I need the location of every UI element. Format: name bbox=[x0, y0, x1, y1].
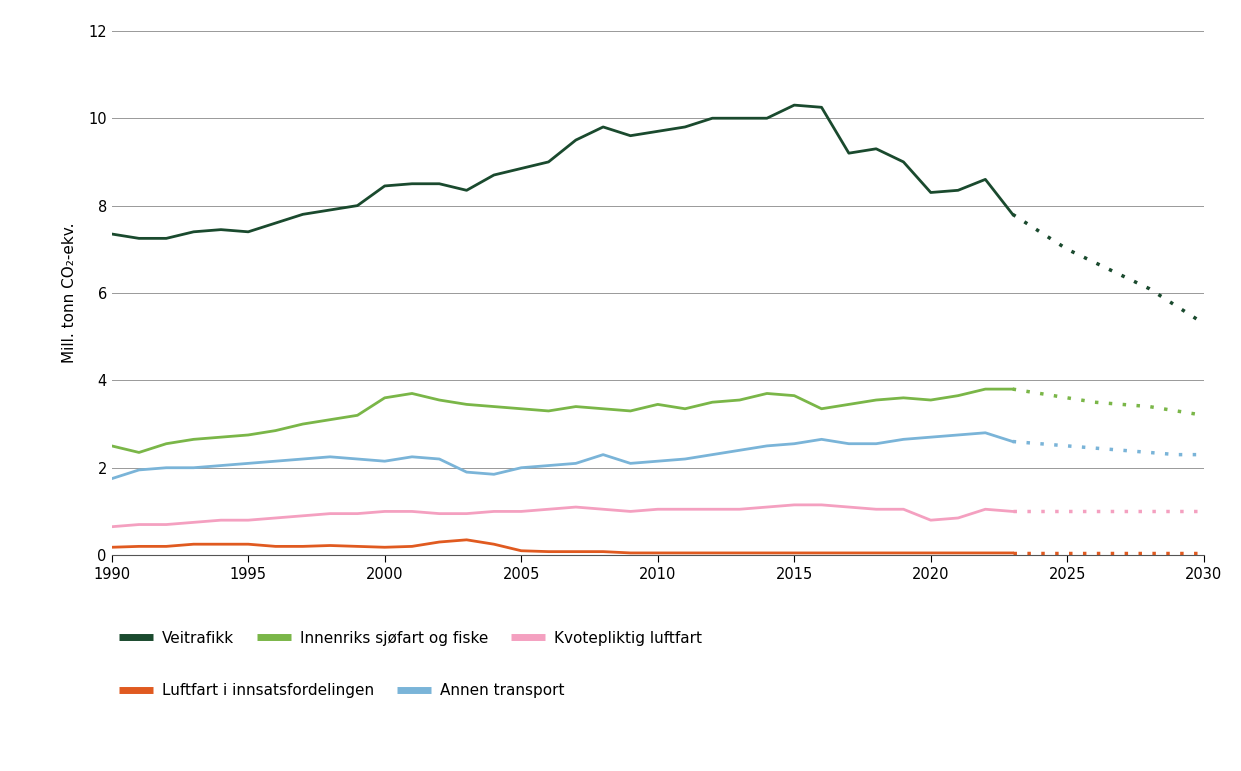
Y-axis label: Mill. tonn CO₂-ekv.: Mill. tonn CO₂-ekv. bbox=[62, 223, 77, 363]
Legend: Luftfart i innsatsfordelingen, Annen transport: Luftfart i innsatsfordelingen, Annen tra… bbox=[119, 683, 565, 699]
